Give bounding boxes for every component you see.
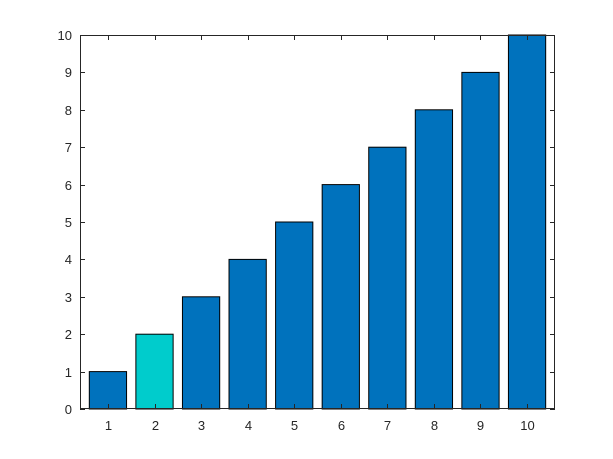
x-tick-label-10: 10	[520, 418, 534, 433]
bar-3	[181, 296, 221, 410]
bar-10	[507, 34, 547, 410]
x-tick-label-2: 2	[152, 418, 159, 433]
bar-5	[275, 221, 314, 410]
y-tick-label-9: 9	[65, 65, 72, 80]
x-tick-label-6: 6	[338, 418, 345, 433]
ticks-layer	[80, 35, 555, 410]
x-tick-label-1: 1	[105, 418, 112, 433]
y-tick-label-5: 5	[65, 215, 72, 230]
tick-labels-layer: 0 1 2 3 4 5 6 7 8 9 10 1 2 3 4 5 6 7 8 9 10	[58, 28, 535, 433]
y-tick-label-8: 8	[65, 103, 72, 118]
x-tick-label-8: 8	[431, 418, 438, 433]
bar-9	[461, 71, 500, 410]
x-tick-label-4: 4	[245, 418, 252, 433]
y-tick-label-7: 7	[65, 140, 72, 155]
bars-layer	[88, 34, 547, 410]
bar-7	[368, 146, 407, 410]
bar-6	[321, 184, 360, 410]
y-tick-label-10: 10	[58, 28, 72, 43]
y-tick-label-3: 3	[65, 290, 72, 305]
bar-8	[414, 109, 454, 410]
y-tick-label-1: 1	[65, 365, 72, 380]
bar-2	[135, 333, 174, 410]
bar-4	[228, 258, 267, 410]
y-tick-label-4: 4	[65, 252, 72, 267]
x-tick-label-7: 7	[384, 418, 391, 433]
bar-1	[88, 371, 128, 410]
x-tick-label-9: 9	[477, 418, 484, 433]
y-tick-label-2: 2	[65, 327, 72, 342]
y-tick-label-6: 6	[65, 178, 72, 193]
x-tick-label-5: 5	[291, 418, 298, 433]
y-tick-label-0: 0	[65, 402, 72, 417]
x-tick-label-3: 3	[198, 418, 205, 433]
